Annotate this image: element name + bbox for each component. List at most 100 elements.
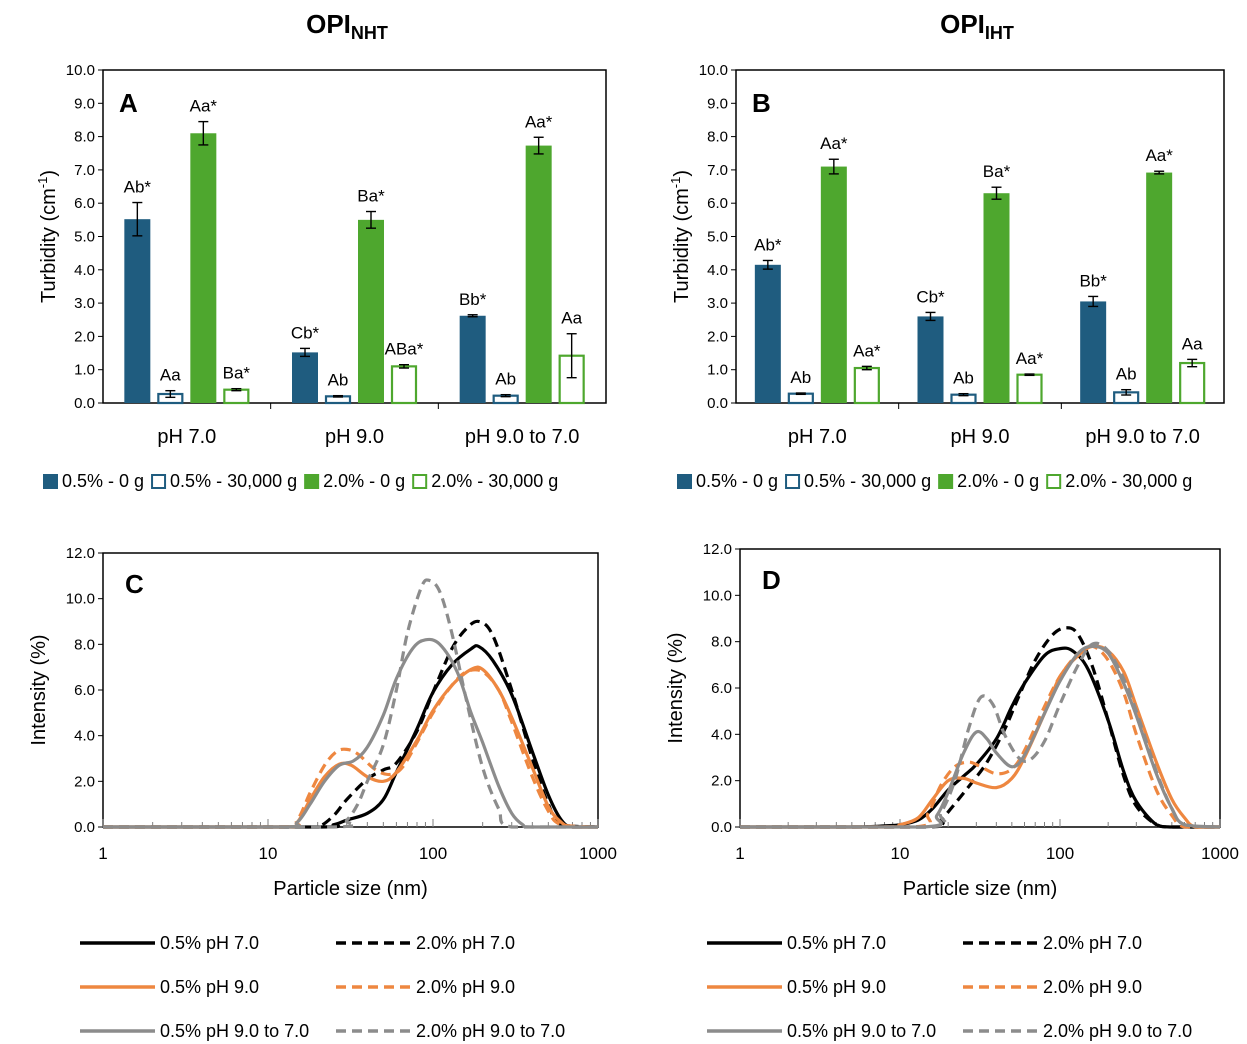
header-right: OPIIHT [940, 9, 1014, 43]
legend-label: 0.5% pH 7.0 [787, 933, 886, 953]
data-label: Ab [328, 371, 349, 390]
y-tick-label: 2.0 [74, 328, 95, 345]
y-tick-label: 4.0 [74, 262, 95, 279]
legend-label: 0.5% pH 9.0 to 7.0 [160, 1021, 309, 1041]
data-label: Aa* [190, 97, 218, 116]
x-tick-label: 100 [419, 844, 447, 863]
category-label: pH 9.0 to 7.0 [1085, 426, 1200, 448]
data-label: Aa [561, 309, 582, 328]
y-axis-label-main: Turbidity (cm [671, 188, 693, 303]
legend-swatch [304, 474, 320, 489]
legend-label: 0.5% - 30,000 g [804, 471, 931, 491]
y-tick-label: 6.0 [74, 682, 95, 699]
x-tick-label: 1000 [579, 844, 617, 863]
panel-c-line-chart: 0.0 2.0 4.0 6.0 8.0 10.0 12.0 1 10 100 1000 C Partic… [28, 545, 617, 1041]
data-label: Cb* [916, 287, 945, 306]
y-tick-label: 10.0 [703, 587, 732, 604]
data-label: Bb* [1079, 271, 1107, 290]
legend-swatch [677, 474, 692, 489]
y-tick-label: 4.0 [74, 728, 95, 745]
panel-label: D [762, 565, 781, 595]
data-label: Ab [953, 369, 974, 388]
panel-a-bar-chart: 0.0 1.0 2.0 3.0 4.0 5.0 6.0 7.0 8.0 9.0 10.0 pH 7.0… [35, 62, 607, 491]
series-line [740, 641, 1221, 829]
legend-label: 2.0% pH 7.0 [416, 933, 515, 953]
x-tick-label: 100 [1046, 844, 1074, 863]
legend-label: 0.5% pH 9.0 to 7.0 [787, 1021, 936, 1041]
y-axis-label: Intensity (%) [28, 634, 50, 745]
legend-label: 2.0% pH 9.0 to 7.0 [1043, 1021, 1192, 1041]
legend-label: 0.5% pH 9.0 [787, 977, 886, 997]
bar [983, 193, 1010, 403]
y-tick-label: 6.0 [707, 195, 728, 212]
legend-swatch [151, 474, 167, 489]
bar [1016, 373, 1043, 405]
data-label: Ba* [983, 162, 1011, 181]
panel-label: A [119, 88, 138, 118]
x-tick-label: 1 [735, 844, 744, 863]
bar [820, 166, 847, 403]
series-line [103, 637, 598, 829]
data-label: Ba* [357, 187, 385, 206]
bar [853, 366, 880, 405]
data-label: Ba* [223, 364, 251, 383]
legend-swatch [938, 474, 954, 489]
legend-label: 0.5% pH 7.0 [160, 933, 259, 953]
y-tick-label: 10.0 [66, 62, 95, 79]
bar [190, 133, 217, 403]
category-label: pH 9.0 to 7.0 [465, 426, 580, 448]
y-tick-label: 2.0 [74, 773, 95, 790]
data-label: ABa* [385, 340, 424, 359]
data-label: Ab [495, 370, 516, 389]
y-tick-label: 4.0 [707, 262, 728, 279]
legend-label: 0.5% pH 9.0 [160, 977, 259, 997]
legend-swatch [412, 474, 428, 489]
y-tick-label: 3.0 [74, 295, 95, 312]
series-line [103, 578, 598, 829]
y-tick-label: 2.0 [707, 328, 728, 345]
bar [223, 388, 250, 405]
bar [754, 264, 781, 403]
data-label: Cb* [291, 323, 320, 342]
bar [358, 219, 384, 403]
y-axis-label-sup: -1 [668, 177, 683, 189]
panel-b-bar-chart: 0.0 1.0 2.0 3.0 4.0 5.0 6.0 7.0 8.0 9.0 10.0 pH 7.0… [668, 62, 1225, 491]
legend-label: 0.5% - 0 g [62, 471, 144, 491]
bar [1179, 361, 1206, 405]
bar [917, 316, 944, 403]
panel-label: C [125, 569, 144, 599]
y-tick-label: 8.0 [707, 129, 728, 146]
legend-label: 2.0% - 0 g [957, 471, 1039, 491]
data-label: Bb* [459, 290, 487, 309]
series-line [103, 665, 598, 829]
legend-swatch [1046, 474, 1062, 489]
series-line [103, 668, 599, 829]
data-label: Aa* [1145, 146, 1173, 165]
y-tick-label: 8.0 [74, 129, 95, 146]
y-tick-label: 0.0 [707, 395, 728, 412]
x-tick-label: 10 [259, 844, 278, 863]
legend-label: 2.0% - 30,000 g [1065, 471, 1192, 491]
y-tick-label: 12.0 [66, 545, 95, 562]
y-tick-label: 7.0 [707, 162, 728, 179]
y-tick-label: 10.0 [66, 591, 95, 608]
data-label: Aa* [525, 112, 553, 131]
legend-label: 2.0% pH 9.0 [1043, 977, 1142, 997]
data-label: Aa* [1016, 349, 1044, 368]
y-tick-label: 10.0 [699, 62, 728, 79]
y-axis-label-main: Turbidity (cm [38, 188, 60, 303]
y-tick-label: 7.0 [74, 162, 95, 179]
data-label: Aa* [853, 341, 881, 360]
y-tick-label: 8.0 [74, 636, 95, 653]
y-axis-label-end: ) [38, 170, 60, 177]
data-label: Aa* [820, 134, 848, 153]
x-axis-label: Particle size (nm) [273, 878, 427, 900]
data-label: Aa [160, 366, 181, 385]
legend-label: 2.0% pH 7.0 [1043, 933, 1142, 953]
category-label: pH 7.0 [788, 426, 847, 448]
legend-swatch [785, 474, 801, 489]
category-label: pH 7.0 [157, 426, 216, 448]
category-label: pH 9.0 [951, 426, 1010, 448]
data-label: Ab [790, 368, 811, 387]
